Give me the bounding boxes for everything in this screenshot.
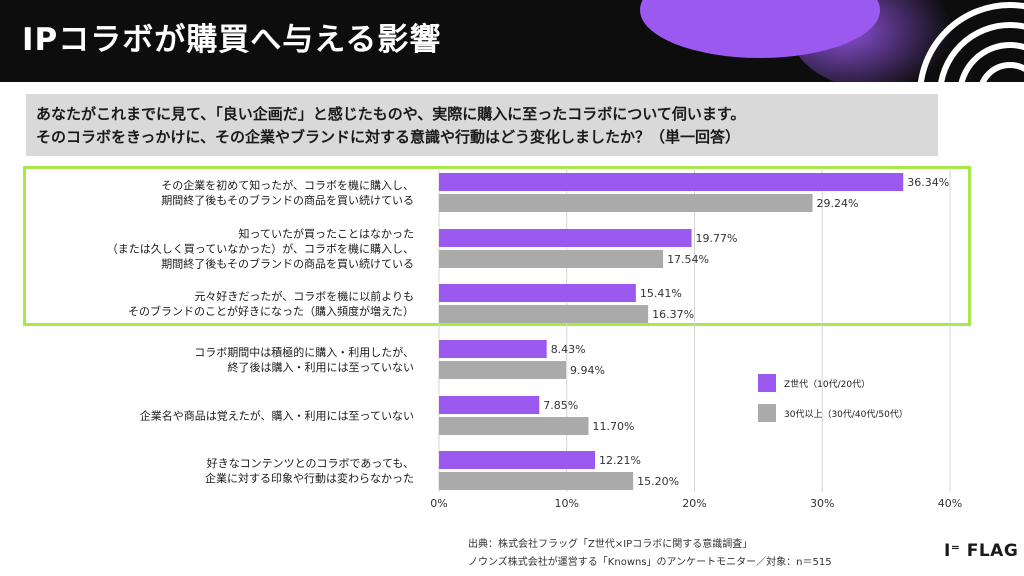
bar-series-1 bbox=[439, 396, 540, 414]
data-label: 9.94% bbox=[570, 364, 605, 377]
category-label: 期間終了後もそのブランドの商品を買い続けている bbox=[161, 193, 414, 207]
question-line-1: あなたがこれまでに見て、「良い企画だ」と感じたものや、実際に購入に至ったコラボに… bbox=[36, 105, 746, 123]
data-label: 16.37% bbox=[652, 308, 694, 321]
bar-series-2 bbox=[439, 417, 589, 435]
data-label: 15.20% bbox=[637, 475, 679, 488]
x-tick-label: 40% bbox=[938, 497, 962, 510]
bar-series-1 bbox=[439, 284, 636, 302]
bar-series-2 bbox=[439, 305, 649, 323]
highlight-frame bbox=[23, 166, 971, 326]
category-label: 期間終了後もそのブランドの商品を買い続けている bbox=[161, 257, 414, 271]
category-label: そのブランドのことが好きになった（購入頻度が増えた） bbox=[128, 304, 414, 318]
data-label: 29.24% bbox=[817, 197, 859, 210]
category-label: 知っていたが買ったことはなかった bbox=[239, 227, 414, 241]
data-label: 7.85% bbox=[543, 399, 578, 412]
bar-series-1 bbox=[439, 340, 547, 358]
data-label: 36.34% bbox=[907, 176, 949, 189]
data-label: 8.43% bbox=[551, 343, 586, 356]
category-label: 元々好きだったが、コラボを機に以前よりも bbox=[194, 289, 414, 303]
legend-swatch-series-2 bbox=[758, 404, 776, 422]
page-title: IPコラボが購買へ与える影響 bbox=[22, 22, 442, 58]
x-tick-label: 10% bbox=[555, 497, 579, 510]
category-label: 企業名や商品は覚えたが、購入・利用には至っていない bbox=[140, 409, 414, 423]
flag-logo: I⁼ FLAG bbox=[944, 541, 1018, 561]
bar-series-2 bbox=[439, 472, 634, 490]
question-line-2: そのコラボをきっかけに、その企業やブランドに対する意識や行動はどう変化しましたか… bbox=[36, 128, 740, 146]
question-box: あなたがこれまでに見て、「良い企画だ」と感じたものや、実際に購入に至ったコラボに… bbox=[26, 94, 938, 156]
category-label: （または久しく買っていなかった）が、コラボを機に購入し、 bbox=[107, 242, 414, 256]
data-label: 12.21% bbox=[599, 454, 641, 467]
legend-item-series-2: 30代以上（30代/40代/50代） bbox=[758, 402, 908, 424]
decorative-graphic bbox=[640, 0, 1024, 82]
legend-item-series-1: Z世代（10代/20代） bbox=[758, 372, 908, 394]
data-label: 11.70% bbox=[592, 420, 634, 433]
legend-label-series-2: 30代以上（30代/40代/50代） bbox=[784, 409, 908, 420]
header-banner: IPコラボが購買へ与える影響 bbox=[0, 0, 1024, 82]
bar-series-1 bbox=[439, 173, 904, 191]
legend-label-series-1: Z世代（10代/20代） bbox=[784, 379, 871, 390]
data-label: 17.54% bbox=[667, 253, 709, 266]
category-label: その企業を初めて知ったが、コラボを機に購入し、 bbox=[161, 178, 414, 192]
x-tick-label: 0% bbox=[430, 497, 447, 510]
bar-series-1 bbox=[439, 451, 595, 469]
category-label: 終了後は購入・利用には至っていない bbox=[228, 360, 414, 374]
x-tick-label: 30% bbox=[810, 497, 834, 510]
logo-mark: I⁼ bbox=[944, 541, 967, 561]
data-label: 19.77% bbox=[696, 232, 738, 245]
chart-legend: Z世代（10代/20代） 30代以上（30代/40代/50代） bbox=[758, 372, 908, 432]
source-line-1: 出典：株式会社フラッグ「Z世代×IPコラボに関する意識調査」 bbox=[468, 539, 753, 550]
bar-series-2 bbox=[439, 250, 664, 268]
category-label: 好きなコンテンツとのコラボであっても、 bbox=[207, 456, 414, 470]
bar-series-2 bbox=[439, 194, 813, 212]
data-label: 15.41% bbox=[640, 287, 682, 300]
category-label: コラボ期間中は積極的に購入・利用したが、 bbox=[194, 345, 414, 359]
bar-series-2 bbox=[439, 361, 566, 379]
bar-series-1 bbox=[439, 229, 692, 247]
category-label: 企業に対する印象や行動は変わらなかった bbox=[205, 471, 414, 485]
logo-text: FLAG bbox=[966, 541, 1019, 561]
source-line-2: ノウンズ株式会社が運営する「Knowns」のアンケートモニター／対象：n＝515 bbox=[468, 557, 832, 568]
x-tick-label: 20% bbox=[682, 497, 706, 510]
legend-swatch-series-1 bbox=[758, 374, 776, 392]
